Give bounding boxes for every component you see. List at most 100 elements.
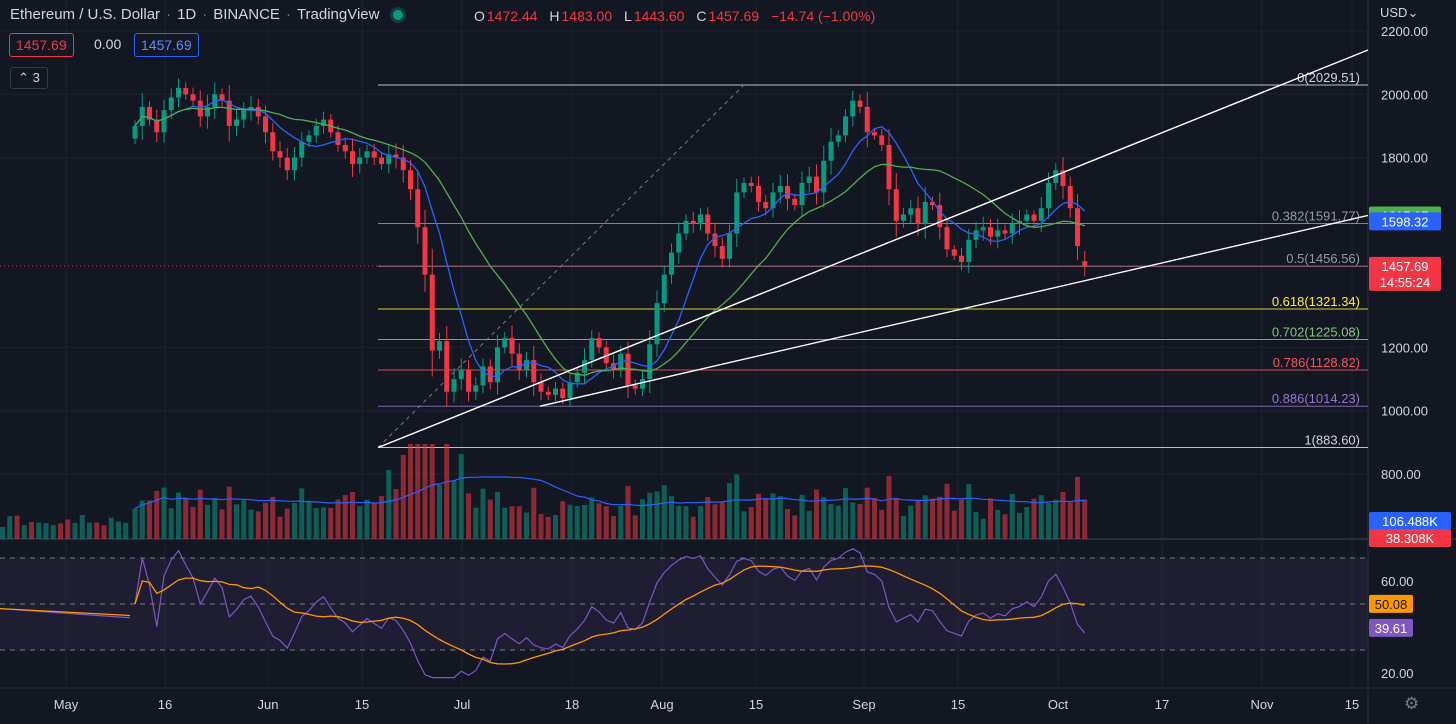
volume-bar [379,496,384,539]
candle-body [1053,170,1059,183]
volume-bar [29,521,34,539]
candle-body [727,233,732,259]
candle-body [386,154,392,164]
volume-bar [234,504,239,539]
volume-bar [87,522,92,539]
candle-body [560,388,566,399]
candle-body [806,176,812,183]
volume-bar [342,495,348,539]
interval-label[interactable]: 1D [177,6,197,23]
price-tick-label: 2200.00 [1381,24,1428,39]
candle-body [444,341,450,392]
volume-bar [560,501,566,539]
candle-body [951,249,957,256]
candle-body [255,106,261,117]
candle-body [661,274,667,304]
candle-body [676,233,682,253]
fibonacci-retracement [378,84,1368,449]
candle-body [901,214,906,221]
time-axis-label: 15 [749,697,763,712]
candle-body [850,100,856,117]
candle-body [458,369,464,380]
candles [132,78,1088,407]
trendline [377,49,1369,449]
candle-body [1082,261,1088,267]
candle-body [183,87,189,95]
candle-body [799,182,805,206]
candle-body [364,151,370,158]
volume-bar [611,515,616,539]
time-axis-label: Aug [650,697,673,712]
candle-body [306,135,312,142]
candle-body [197,100,203,117]
volume-bar [930,498,935,539]
volume-bar [50,525,56,539]
candle-body [154,119,160,133]
candle-body [1046,182,1051,209]
candle-body [879,135,885,145]
gear-icon[interactable]: ⚙ [1404,694,1420,713]
candle-body [857,100,863,107]
candle-body [357,157,363,164]
volume-bar [277,516,283,539]
volume-bar [669,496,674,539]
candle-body [466,369,471,392]
volume-bar [625,485,631,539]
volume-bar [1031,498,1037,539]
candle-body [248,106,254,111]
chevron-down-icon: ⌄ [1407,5,1419,20]
candle-body [538,382,544,392]
volume-bar [1017,512,1022,539]
volume-bar [828,504,834,539]
volume-bar [654,491,660,539]
market-status-icon[interactable] [393,9,404,20]
volume-bar [1060,492,1066,539]
candle-body [763,201,769,209]
volume-bar [190,506,196,539]
candle-body [350,151,355,164]
candle-body [915,208,921,225]
rsi-label-box [1369,594,1413,613]
volume-bar [313,508,319,539]
candle-body [1075,208,1080,247]
rsi-label-box [1369,618,1413,637]
candle-body [342,144,348,152]
sell-button[interactable]: 1457.69 [9,33,74,57]
candle-body [988,227,993,237]
volume-bar [408,444,413,539]
volume-bar [197,489,203,539]
volume-bar [922,495,928,539]
candle-body [567,382,573,399]
candle-body [821,160,827,193]
volume-bar [806,510,812,539]
candle-body [335,132,341,145]
volume-bar [748,507,754,539]
volume-bar [328,507,334,539]
volume-bar [734,474,740,539]
candle-body [393,154,399,158]
symbol-title[interactable]: Ethereum / U.S. Dollar [10,6,161,23]
candle-body [437,341,442,351]
currency-selector[interactable]: USD⌄ [1380,5,1419,20]
fib-level-label: 1(883.60) [1304,433,1360,448]
volume-bar [495,491,500,539]
volume-bar [502,507,508,539]
volume-bar [770,493,776,539]
candle-body [705,214,711,234]
volume-bar [980,518,986,539]
volume-bar [58,523,63,539]
candle-body [1060,170,1066,187]
indicators-toggle[interactable]: ⌃ 3 [10,67,48,89]
volume-bar [147,500,152,539]
rsi-label-text: 39.61 [1375,621,1408,636]
volume-bar [1024,507,1030,539]
volume-bar [306,500,312,539]
volume-bar [951,510,957,539]
volume-bar [139,500,145,539]
volume-bar [719,502,725,539]
volume-bar [429,444,435,539]
volume-bar [661,485,667,539]
candle-body [226,100,232,126]
buy-button[interactable]: 1457.69 [134,33,199,57]
